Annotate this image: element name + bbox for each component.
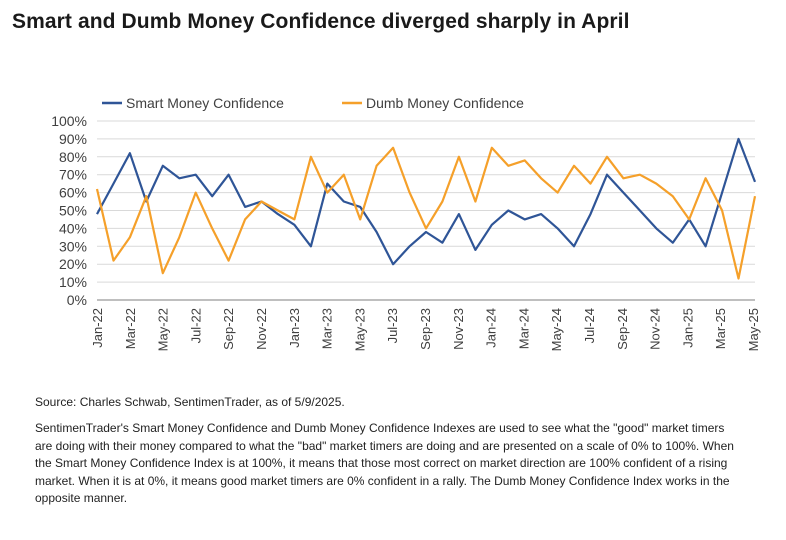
legend: Smart Money Confidence Dumb Money Confid… — [102, 95, 524, 111]
series-lines — [95, 137, 757, 280]
x-tick-label: Mar-23 — [320, 308, 335, 349]
y-tick-label: 40% — [59, 220, 87, 236]
x-tick-label: Jul-22 — [188, 308, 203, 343]
x-tick-label: May-22 — [156, 308, 171, 351]
dumb-money-line — [95, 146, 757, 280]
legend-label-smart: Smart Money Confidence — [126, 95, 284, 111]
x-tick-label: Nov-23 — [451, 308, 466, 350]
x-tick-label: May-25 — [746, 308, 761, 351]
smart-money-line — [96, 137, 757, 266]
chart-headline: Smart and Dumb Money Confidence diverged… — [12, 10, 630, 33]
line-chart: Smart Money Confidence Dumb Money Confid… — [51, 95, 761, 351]
x-tick-label: Jan-25 — [680, 308, 695, 348]
x-tick-label: May-23 — [352, 308, 367, 351]
y-tick-label: 100% — [51, 113, 87, 129]
x-tick-label: Jan-24 — [484, 308, 499, 348]
y-tick-label: 30% — [59, 238, 87, 254]
gridlines — [97, 120, 755, 301]
x-tick-label: Nov-22 — [254, 308, 269, 350]
y-tick-label: 10% — [59, 274, 87, 290]
y-tick-label: 0% — [67, 292, 87, 308]
chart-area: Smart Money Confidence Dumb Money Confid… — [30, 80, 770, 380]
y-tick-label: 80% — [59, 149, 87, 165]
x-tick-label: Jul-23 — [385, 308, 400, 343]
y-tick-label: 70% — [59, 167, 87, 183]
x-tick-label: Mar-25 — [713, 308, 728, 349]
y-tick-label: 20% — [59, 256, 87, 272]
x-tick-label: Sep-24 — [615, 308, 630, 350]
x-tick-label: Sep-22 — [221, 308, 236, 350]
x-tick-label: Jan-23 — [287, 308, 302, 348]
x-tick-label: Sep-23 — [418, 308, 433, 350]
x-tick-label: Nov-24 — [648, 308, 663, 350]
y-tick-label: 90% — [59, 131, 87, 147]
y-axis: 0% 10% 20% 30% 40%50% 60% 70% 80% 90% 100% — [51, 113, 87, 308]
x-axis: Jan-22 Mar-22 May-22 Jul-22 Sep-22 Nov-22 Jan-… — [90, 308, 761, 351]
legend-label-dumb: Dumb Money Confidence — [366, 95, 524, 111]
x-tick-label: May-24 — [549, 308, 564, 351]
source-note: Source: Charles Schwab, SentimenTrader, … — [35, 395, 345, 409]
x-tick-label: Jan-22 — [90, 308, 105, 348]
x-tick-label: Jul-24 — [582, 308, 597, 343]
explanatory-note: SentimenTrader's Smart Money Confidence … — [35, 421, 734, 505]
x-tick-label: Mar-22 — [123, 308, 138, 349]
x-tick-label: Mar-24 — [516, 308, 531, 349]
y-tick-label: 60% — [59, 185, 87, 201]
y-tick-label: 50% — [59, 203, 87, 219]
